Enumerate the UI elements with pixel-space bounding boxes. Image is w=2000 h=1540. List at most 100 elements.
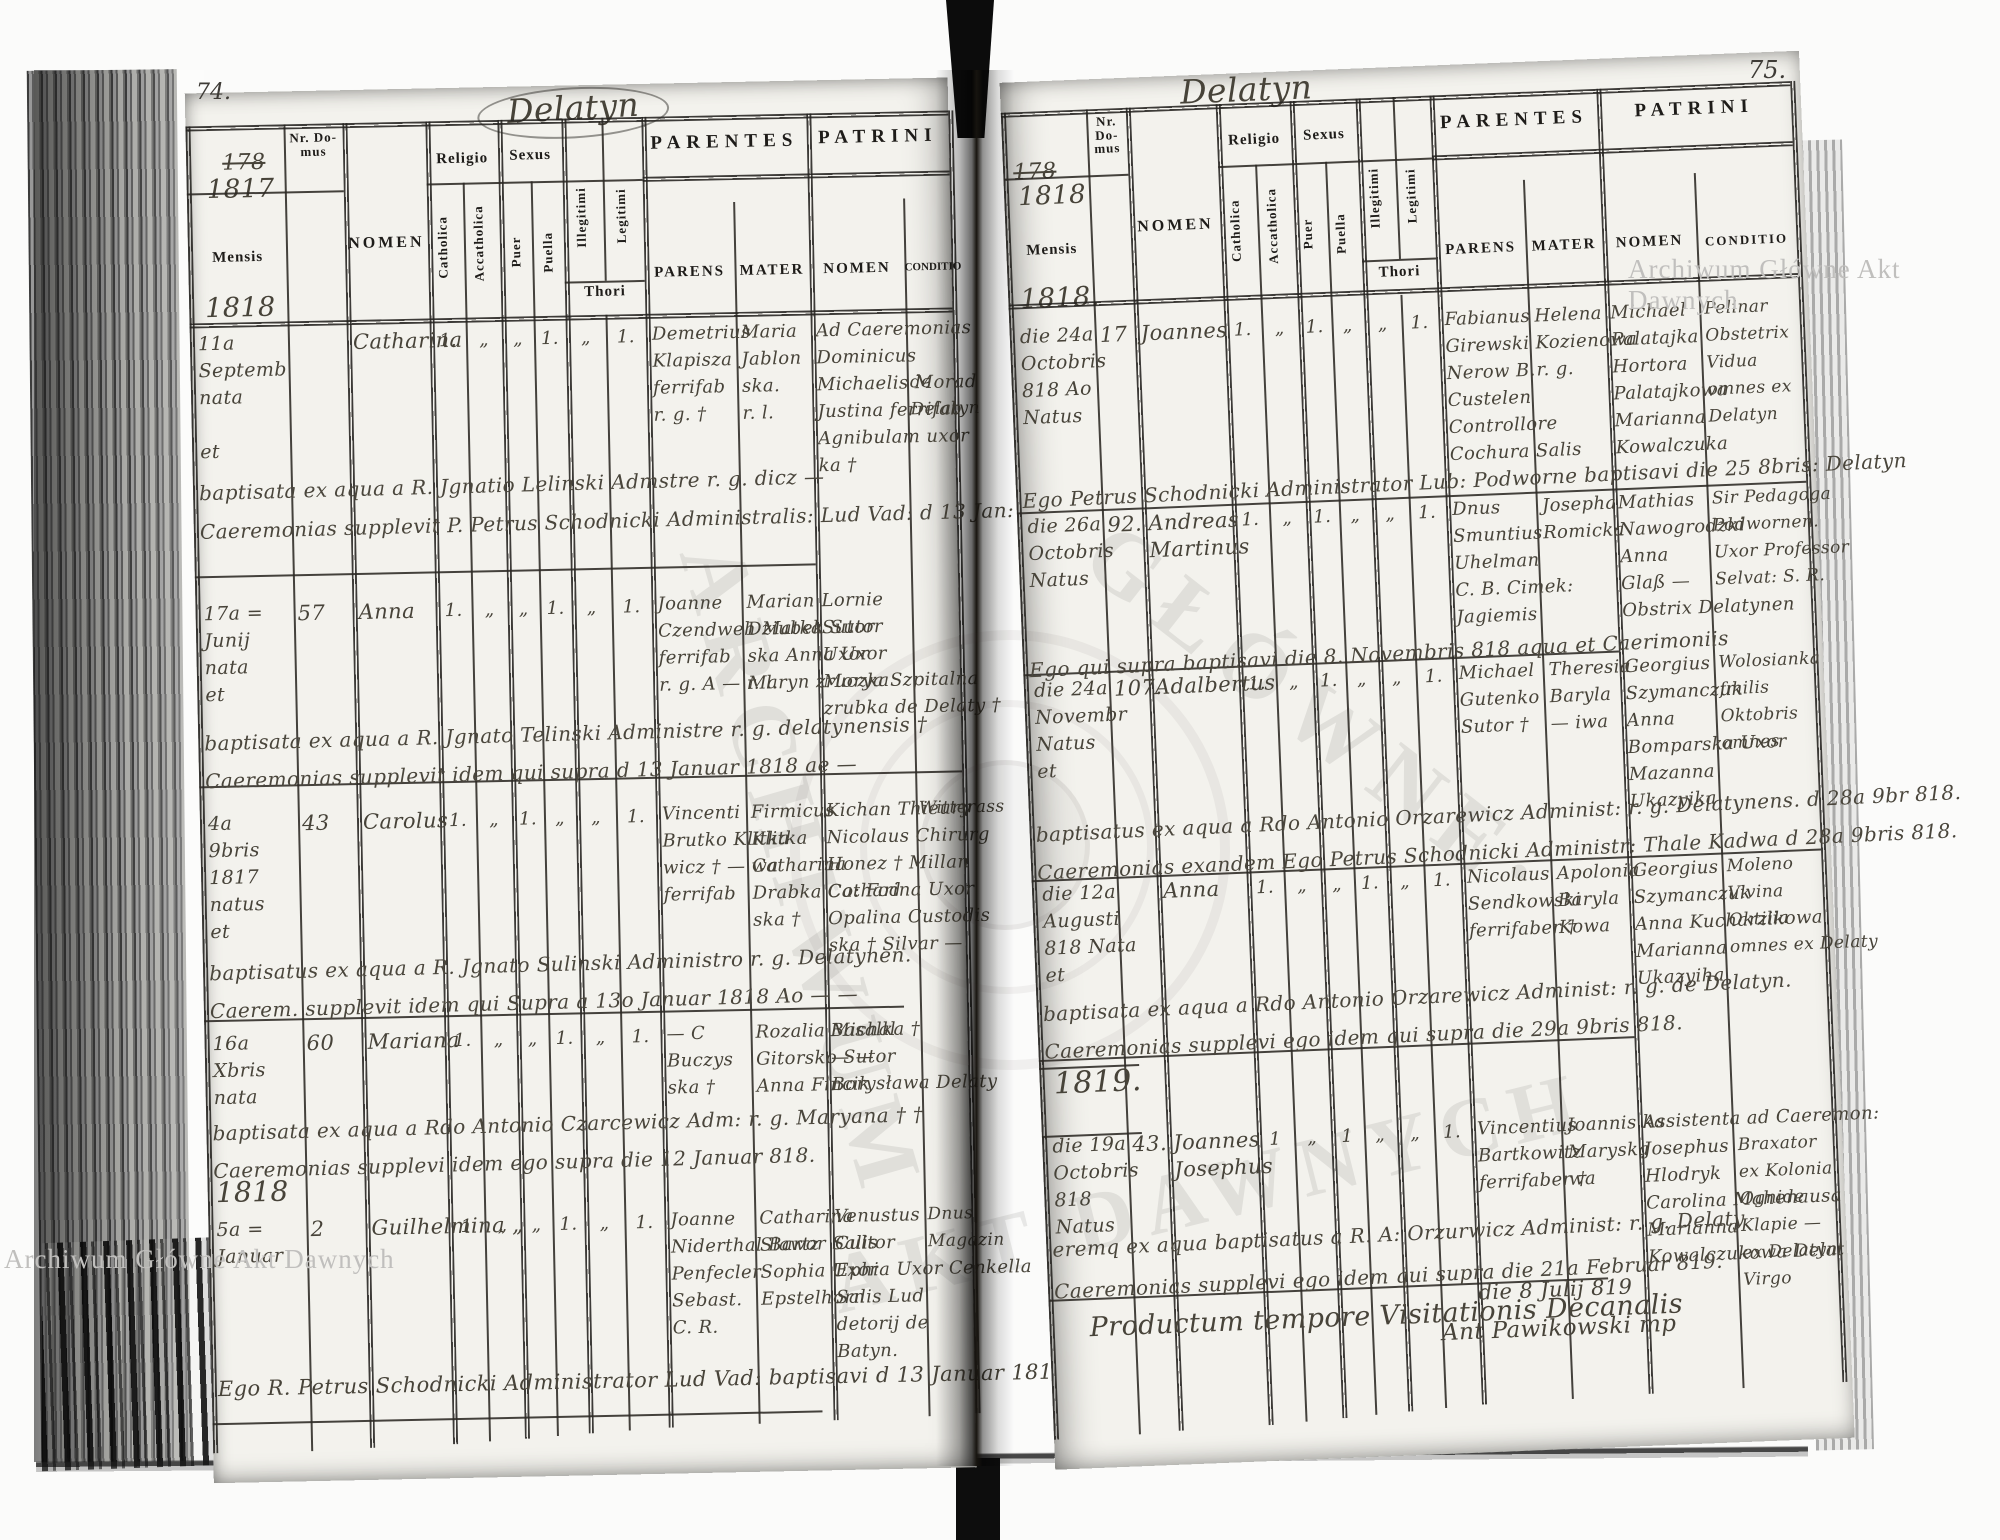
record-nomen-line: Anna <box>358 598 416 624</box>
record-tick-mark: „ <box>484 599 495 621</box>
record-baptism-note: baptisata ex aqua a Rdo Antonio Czarcewi… <box>212 1102 924 1146</box>
record-mensis-line: Octobris <box>1020 349 1107 376</box>
col-header-legitimi: Legitimi <box>612 188 629 244</box>
record-tick-mark: „ <box>497 1214 508 1237</box>
record-tick-mark: 1. <box>540 327 560 350</box>
record-mater-line: Kowa <box>1558 915 1611 939</box>
record-tick-mark: 1. <box>1442 1121 1462 1143</box>
record-tick-mark: „ <box>580 327 592 349</box>
record-patrini-line: Honez † Millan <box>826 851 970 876</box>
record-conditio-line: Virgo <box>1742 1268 1793 1290</box>
col-header-patrini-nomen: NOMEN <box>823 259 891 278</box>
record-mensis-line: et <box>205 683 226 707</box>
record-tick-mark: „ <box>1409 1122 1421 1145</box>
record-mensis-line: 1817 <box>208 866 260 890</box>
record-tick-mark: „ <box>599 1212 610 1235</box>
record-mensis-line: natus <box>209 893 266 917</box>
record-tick-mark: „ <box>531 1214 542 1236</box>
record-tick-mark: 1 <box>460 1215 473 1237</box>
record-mensis-line: die 19a <box>1051 1132 1127 1158</box>
col-header-thori: Thori <box>1378 263 1421 281</box>
col-header-patrini: PATRINI <box>817 124 938 149</box>
record-parens-line: Smuntius <box>1452 522 1544 548</box>
record-patrini-line: Morya Szpitalna <box>822 668 980 693</box>
record-tick-mark: „ <box>1274 317 1285 339</box>
record-patrini-line: Anna <box>1626 708 1676 732</box>
col-header-sexus: Sexus <box>1302 126 1346 144</box>
table-rule-horizontal <box>1362 257 1437 263</box>
record-patrini-line: Josephus <box>1643 1135 1730 1160</box>
record-tick-mark: 1. <box>448 809 468 832</box>
record-mensis-line: 17a = <box>203 601 264 626</box>
col-header-mater: MATER <box>739 261 805 279</box>
record-patrini-line: Mathias <box>1617 489 1695 514</box>
record-nomen-line: Mariana <box>367 1027 461 1054</box>
col-header-accatholica: Accatholica <box>470 205 487 282</box>
record-conditio-line: Ognide <box>1739 1186 1805 1210</box>
record-patrini-line: Marianna <box>1635 937 1728 963</box>
record-patrini-line: Michaelis Morad <box>816 370 978 396</box>
record-nomen-line: Joannes <box>1140 317 1228 346</box>
record-baptism-note: baptisatus ex aqua a R. Jgnato Sulinski … <box>208 942 912 986</box>
record-tick-mark: „ <box>586 596 597 619</box>
record-mensis-line: 9bris <box>208 839 261 863</box>
record-conditio-line: Delatyn <box>910 397 981 420</box>
record-tick-mark: „ <box>554 807 566 829</box>
record-parens-line: Nerow B. <box>1446 359 1537 385</box>
record-tick-mark: „ <box>1374 1124 1386 1146</box>
col-header-thori: Thori <box>583 283 626 301</box>
record-mater-line: Romicka <box>1542 519 1626 544</box>
table-rule-vertical <box>601 117 607 281</box>
col-header-mensis: Mensis <box>1026 240 1078 259</box>
record-mater-line: Gitorsko Sutor <box>755 1045 897 1070</box>
record-baptism-note: Caeremonias supplevit P. Petrus Schodnic… <box>199 496 1068 544</box>
record-parens-line: ferrifab <box>658 646 732 669</box>
record-mensis-line: die 26a <box>1027 513 1102 539</box>
record-mater-line: ska † <box>752 908 802 931</box>
col-header-religio: Religio <box>436 150 489 168</box>
record-tick-mark: „ <box>1384 503 1396 525</box>
record-tick-mark: 1 <box>1340 1125 1354 1147</box>
record-parens-line: Girewski <box>1445 332 1530 358</box>
record-patrini-line: Sutor <box>821 616 875 639</box>
page-number-left: 74. <box>196 80 231 105</box>
record-mensis-line: Natus <box>1029 567 1090 593</box>
record-mensis-line: et <box>1045 963 1066 987</box>
record-mater-line: Maria <box>740 320 798 343</box>
record-parens-line: Jagiemis <box>1456 603 1538 628</box>
col-header-puer: Puer <box>1299 218 1316 250</box>
record-tick-mark: „ <box>1306 1126 1318 1149</box>
record-conditio-line: fmilis <box>1719 677 1770 700</box>
record-house-number: 17 <box>1099 321 1128 348</box>
record-mater-line: ska. <box>741 375 781 397</box>
record-tick-mark: 1. <box>546 597 565 620</box>
record-tick-mark: 1. <box>1319 669 1339 692</box>
record-conditio-line: Witterass <box>918 796 1005 819</box>
record-conditio-line: Magazin <box>927 1229 1005 1252</box>
record-parens-line: Demetrius <box>651 321 751 345</box>
col-header-illegitimi: Illegitimi <box>1365 167 1383 229</box>
record-conditio-line: Wolosianka <box>1718 648 1821 673</box>
record-tick-mark: „ <box>1331 873 1343 896</box>
record-mater-line: r. g. <box>1536 358 1575 381</box>
record-conditio-line: Vivina <box>1727 881 1785 904</box>
col-header-mater: MATER <box>1531 236 1597 255</box>
record-tick-mark: „ <box>1356 668 1368 690</box>
col-header-puella: Puella <box>539 231 556 273</box>
table-rule-horizontal <box>186 190 344 196</box>
page-number-right: 75. <box>1748 56 1787 84</box>
record-tick-mark: 1. <box>1432 869 1452 892</box>
record-patrini-line: Marianna <box>1614 406 1707 432</box>
spine-bottom-bar <box>956 1458 1000 1540</box>
record-patrini-line: Agnibulam uxor <box>817 425 970 450</box>
table-rule-vertical <box>1392 97 1401 259</box>
record-patrini-line: Venustus <box>834 1204 921 1228</box>
record-patrini-line: Ephia Uxor Cenkella <box>835 1256 1033 1282</box>
record-tick-mark: 1. <box>1417 501 1437 524</box>
record-house-number: 43 <box>301 810 330 836</box>
record-mater-line: wa <box>1568 1167 1597 1190</box>
record-mater-line: r. l. <box>742 402 775 424</box>
record-mater-line: — iwa <box>1550 710 1609 735</box>
record-mensis-line: nata <box>204 656 250 680</box>
record-conditio-line: de <box>909 371 932 393</box>
